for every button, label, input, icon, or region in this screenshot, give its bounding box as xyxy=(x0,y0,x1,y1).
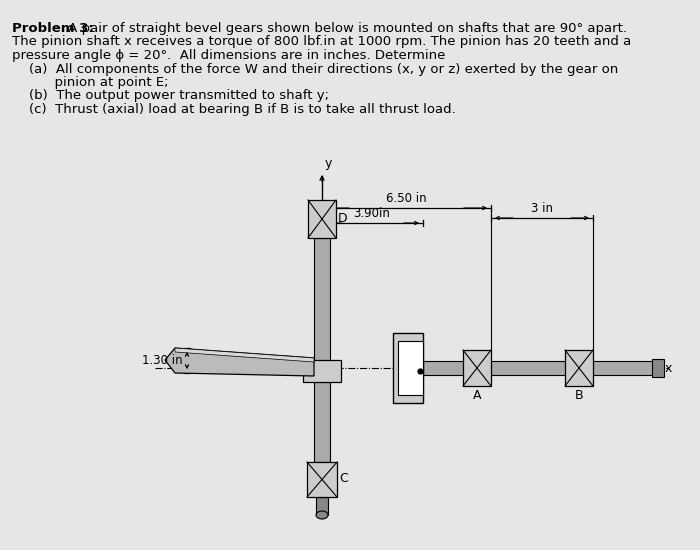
Bar xyxy=(303,360,341,382)
Text: y: y xyxy=(325,157,332,170)
Bar xyxy=(423,361,660,375)
Text: 1.30 in: 1.30 in xyxy=(142,354,183,366)
Text: C: C xyxy=(339,472,348,486)
Text: Problem 3:: Problem 3: xyxy=(12,22,94,35)
Text: 3.90in: 3.90in xyxy=(354,207,391,220)
Bar xyxy=(393,333,423,403)
Text: pressure angle ϕ = 20°.  All dimensions are in inches. Determine: pressure angle ϕ = 20°. All dimensions a… xyxy=(12,49,445,62)
Text: (a)  All components of the force W and their directions (x, y or z) exerted by t: (a) All components of the force W and th… xyxy=(12,63,618,75)
Text: B: B xyxy=(575,389,583,402)
Bar xyxy=(565,350,593,386)
Text: (c)  Thrust (axial) load at bearing B if B is to take all thrust load.: (c) Thrust (axial) load at bearing B if … xyxy=(12,103,456,116)
Text: A pair of straight bevel gears shown below is mounted on shafts that are 90° apa: A pair of straight bevel gears shown bel… xyxy=(64,22,627,35)
Polygon shape xyxy=(165,348,314,376)
Text: (b)  The output power transmitted to shaft y;: (b) The output power transmitted to shaf… xyxy=(12,90,329,102)
Bar xyxy=(652,359,664,377)
Text: 3 in: 3 in xyxy=(531,202,553,215)
Text: The pinion shaft x receives a torque of 800 lbf.in at 1000 rpm. The pinion has 2: The pinion shaft x receives a torque of … xyxy=(12,36,631,48)
Bar xyxy=(316,497,328,515)
Bar xyxy=(463,350,491,386)
Bar xyxy=(314,238,330,383)
Bar xyxy=(314,382,330,462)
Bar xyxy=(307,462,337,497)
Text: A: A xyxy=(473,389,482,402)
Text: E: E xyxy=(417,386,425,399)
Text: pinion at point E;: pinion at point E; xyxy=(12,76,169,89)
Ellipse shape xyxy=(316,511,328,519)
Text: D: D xyxy=(338,212,348,226)
Bar xyxy=(398,341,423,395)
Bar xyxy=(308,200,336,238)
Text: 6.50 in: 6.50 in xyxy=(386,192,426,205)
Text: x: x xyxy=(665,361,673,375)
Polygon shape xyxy=(175,348,314,362)
